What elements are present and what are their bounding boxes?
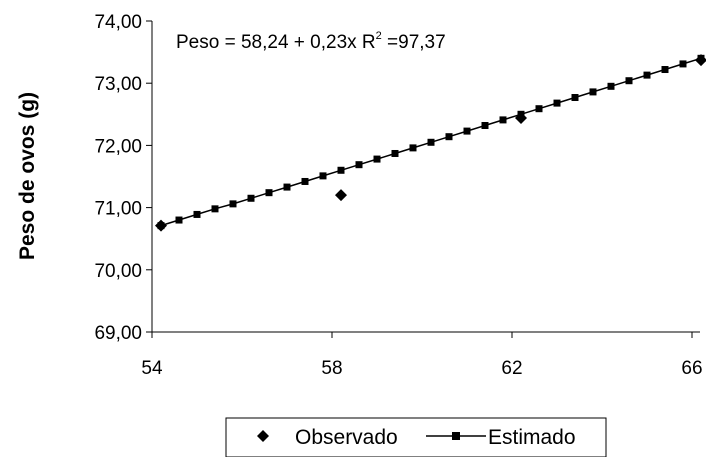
point-estimado	[355, 161, 363, 169]
point-estimado	[607, 82, 615, 90]
legend-marker-estimado	[452, 432, 460, 440]
point-observado	[335, 189, 347, 202]
point-estimado	[373, 155, 381, 163]
point-estimado	[463, 127, 471, 135]
point-estimado	[445, 133, 453, 141]
point-estimado	[157, 222, 165, 230]
point-estimado	[391, 149, 399, 157]
point-estimado	[211, 205, 219, 213]
y-tick-label: 72,00	[94, 136, 142, 157]
y-ticks: 69,00 70,00 71,00 72,00 73,00 74,00	[94, 12, 152, 344]
point-estimado	[697, 54, 705, 62]
y-tick-label: 70,00	[94, 261, 142, 282]
regression-equation-main: Peso = 58,24 + 0,23x R	[176, 32, 376, 53]
legend-label-estimado: Estimado	[488, 426, 576, 449]
point-estimado	[175, 216, 183, 224]
x-tick-label: 62	[501, 358, 522, 379]
point-estimado	[517, 110, 525, 118]
regression-equation-r2: =97,37	[382, 32, 446, 53]
series-layer	[155, 54, 706, 232]
point-estimado	[571, 94, 579, 102]
point-estimado	[625, 77, 633, 85]
x-tick-label: 66	[681, 358, 702, 379]
point-estimado	[499, 116, 507, 124]
point-estimado	[283, 183, 291, 191]
point-estimado	[427, 138, 435, 146]
y-tick-label: 69,00	[94, 323, 142, 344]
point-estimado	[265, 189, 273, 197]
x-tick-label: 54	[141, 358, 163, 379]
point-estimado	[409, 144, 417, 152]
point-estimado	[589, 88, 597, 96]
point-estimado	[193, 210, 201, 218]
regression-equation: Peso = 58,24 + 0,23x R2 =97,37	[176, 30, 446, 53]
point-estimado	[661, 66, 669, 74]
x-ticks: 54 58 62 66	[141, 332, 703, 379]
legend-label-observado: Observado	[295, 426, 398, 449]
point-estimado	[553, 99, 561, 107]
point-estimado	[247, 194, 255, 202]
point-estimado	[337, 166, 345, 174]
point-estimado	[319, 172, 327, 180]
point-estimado	[481, 121, 489, 129]
legend: Observado Estimado	[225, 417, 607, 457]
y-tick-label: 71,00	[94, 199, 142, 220]
legend-box	[225, 417, 607, 457]
point-estimado	[535, 105, 543, 113]
point-estimado	[301, 177, 309, 185]
point-estimado	[643, 71, 651, 79]
legend-marker-observado	[257, 430, 269, 442]
y-tick-label: 73,00	[94, 74, 142, 95]
y-axis-label: Peso de ovos (g)	[16, 92, 39, 260]
point-estimado	[229, 200, 237, 208]
point-estimado	[679, 60, 687, 68]
y-tick-label: 74,00	[94, 12, 142, 33]
regression-equation-superscript: 2	[376, 30, 382, 42]
x-tick-label: 58	[321, 358, 342, 379]
